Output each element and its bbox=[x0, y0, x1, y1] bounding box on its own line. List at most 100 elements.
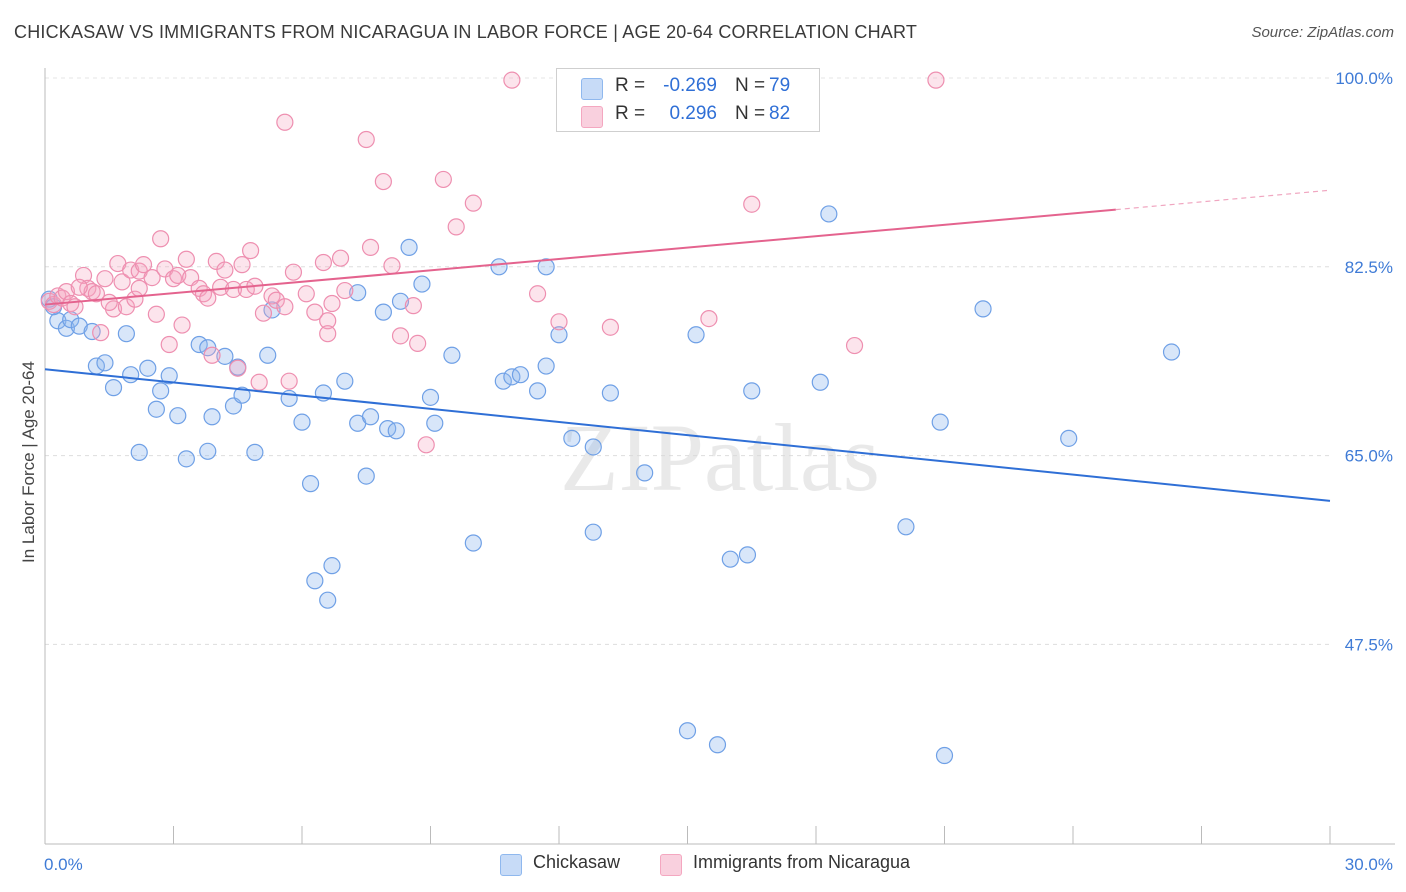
data-point bbox=[104, 379, 123, 397]
data-point bbox=[349, 284, 367, 302]
data-point bbox=[323, 294, 341, 313]
data-point bbox=[584, 438, 602, 456]
data-point bbox=[177, 250, 195, 268]
data-point bbox=[550, 313, 568, 331]
data-point bbox=[584, 523, 602, 541]
legend-row-nicaragua: R = 0.296 N = 82 bbox=[557, 103, 819, 129]
data-point bbox=[199, 289, 217, 307]
data-point bbox=[147, 400, 165, 418]
watermark: ZIPatlas bbox=[560, 404, 880, 511]
data-point bbox=[738, 546, 757, 564]
data-point bbox=[528, 382, 547, 400]
data-point bbox=[83, 322, 101, 341]
data-point bbox=[336, 281, 354, 300]
data-point bbox=[845, 336, 864, 355]
data-point bbox=[314, 253, 333, 272]
data-point bbox=[387, 422, 405, 440]
data-point bbox=[160, 367, 178, 385]
data-point bbox=[276, 113, 294, 131]
data-point bbox=[811, 373, 829, 391]
data-point bbox=[511, 366, 530, 384]
data-point bbox=[721, 550, 739, 568]
data-point bbox=[426, 414, 444, 432]
data-point bbox=[122, 261, 140, 279]
data-point bbox=[927, 71, 945, 89]
data-point bbox=[434, 170, 452, 189]
data-point bbox=[563, 429, 581, 447]
n-label: N = bbox=[735, 103, 766, 124]
data-point bbox=[421, 388, 440, 406]
correlation-legend: R = -0.269 N = 79 R = 0.296 N = 82 bbox=[556, 68, 820, 132]
nicaragua-trend-line bbox=[44, 208, 1116, 306]
data-point bbox=[96, 354, 114, 372]
r-label: R = bbox=[615, 103, 646, 124]
data-point bbox=[280, 372, 298, 390]
data-point bbox=[820, 205, 838, 223]
data-point bbox=[494, 372, 512, 390]
axes bbox=[44, 68, 1395, 845]
data-point bbox=[87, 285, 106, 303]
data-point bbox=[160, 335, 178, 354]
data-point bbox=[687, 326, 705, 344]
pink-swatch bbox=[581, 106, 603, 128]
data-point bbox=[464, 194, 482, 212]
chart-title: CHICKASAW VS IMMIGRANTS FROM NICARAGUA I… bbox=[14, 22, 918, 42]
data-point bbox=[246, 443, 264, 461]
data-point bbox=[601, 318, 620, 336]
trend-lines bbox=[44, 189, 1331, 502]
data-point bbox=[276, 298, 294, 316]
data-point bbox=[447, 218, 465, 236]
data-point bbox=[931, 413, 949, 431]
data-point bbox=[357, 467, 375, 485]
data-point bbox=[70, 278, 88, 296]
data-point bbox=[708, 736, 727, 754]
data-point bbox=[319, 591, 337, 609]
pink-swatch bbox=[660, 854, 682, 876]
data-point bbox=[70, 317, 88, 335]
data-point bbox=[357, 130, 375, 149]
data-point bbox=[147, 305, 165, 323]
data-point bbox=[391, 327, 410, 345]
data-point bbox=[130, 279, 148, 297]
data-point bbox=[897, 518, 915, 536]
data-point bbox=[284, 263, 303, 281]
data-point bbox=[413, 275, 431, 293]
tick-labels: 47.5% 65.0% 82.5% 100.0% 0.0% 30.0% bbox=[44, 69, 1393, 874]
y-tick-label: 82.5% bbox=[1345, 258, 1393, 277]
data-point bbox=[374, 172, 392, 191]
blue-swatch bbox=[581, 78, 603, 100]
data-point bbox=[443, 346, 461, 364]
y-tick-label: 47.5% bbox=[1345, 635, 1393, 654]
data-point bbox=[134, 256, 153, 274]
data-point bbox=[374, 303, 392, 321]
data-point bbox=[361, 238, 380, 256]
data-point bbox=[203, 346, 221, 364]
data-point bbox=[361, 408, 380, 426]
data-point bbox=[537, 258, 555, 276]
data-point bbox=[199, 442, 217, 460]
r-value: -0.269 bbox=[663, 75, 717, 96]
legend-label: Chickasaw bbox=[533, 852, 621, 872]
data-point bbox=[743, 382, 761, 400]
legend-label: Immigrants from Nicaragua bbox=[693, 852, 911, 872]
data-point bbox=[293, 413, 311, 431]
r-value: 0.296 bbox=[669, 103, 717, 124]
n-label: N = bbox=[735, 75, 766, 96]
y-tick-label: 65.0% bbox=[1345, 447, 1393, 466]
data-point bbox=[203, 408, 221, 426]
nicaragua-points bbox=[40, 71, 945, 454]
chickasaw-points bbox=[40, 205, 1181, 765]
data-point bbox=[383, 257, 401, 275]
data-point bbox=[233, 386, 251, 404]
data-point bbox=[117, 325, 135, 343]
data-point bbox=[216, 261, 234, 279]
data-point bbox=[297, 285, 315, 303]
data-point bbox=[130, 443, 148, 461]
data-point bbox=[216, 347, 234, 365]
data-point bbox=[935, 746, 954, 765]
data-point bbox=[323, 557, 341, 575]
data-point bbox=[528, 285, 547, 303]
data-point bbox=[1060, 429, 1078, 447]
nicaragua-trend-extension bbox=[1115, 189, 1331, 211]
data-point bbox=[139, 359, 157, 377]
